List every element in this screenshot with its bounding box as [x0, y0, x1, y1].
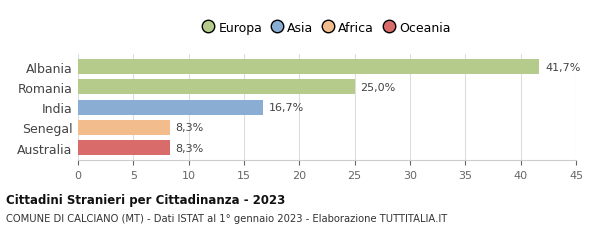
Legend: Europa, Asia, Africa, Oceania: Europa, Asia, Africa, Oceania — [198, 17, 456, 40]
Text: 41,7%: 41,7% — [545, 62, 580, 72]
Text: 25,0%: 25,0% — [360, 82, 395, 93]
Bar — [78, 60, 539, 75]
Bar — [78, 120, 170, 135]
Text: Cittadini Stranieri per Cittadinanza - 2023: Cittadini Stranieri per Cittadinanza - 2… — [6, 193, 285, 206]
Text: 8,3%: 8,3% — [175, 143, 203, 153]
Text: 8,3%: 8,3% — [175, 123, 203, 133]
Bar — [78, 80, 355, 95]
Text: COMUNE DI CALCIANO (MT) - Dati ISTAT al 1° gennaio 2023 - Elaborazione TUTTITALI: COMUNE DI CALCIANO (MT) - Dati ISTAT al … — [6, 213, 447, 223]
Text: 16,7%: 16,7% — [268, 103, 304, 113]
Bar — [78, 140, 170, 155]
Bar — [78, 100, 263, 115]
